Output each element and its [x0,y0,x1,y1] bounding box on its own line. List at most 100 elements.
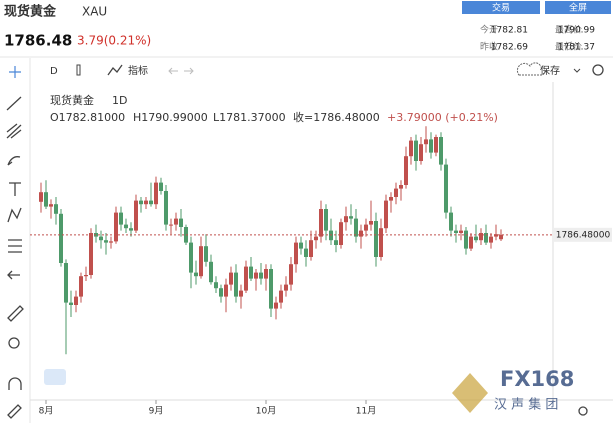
candle-body [444,164,448,213]
candle-body [454,230,458,233]
candle-body [189,242,193,273]
price-change: 3.79(0.21%) [77,34,151,48]
candle-body [154,182,158,205]
save-dropdown[interactable] [573,68,581,73]
candle-body [134,200,138,231]
candle-body [319,209,323,237]
save-button[interactable]: 保存 [540,64,560,77]
stat-label: 最低价 [555,41,582,53]
lock-tool[interactable] [7,404,22,419]
back-tool[interactable] [7,270,20,280]
trade-button-label[interactable]: 交易 [492,2,510,14]
candle-body [129,228,133,231]
candle-body [219,288,223,297]
candle-body [244,266,248,291]
candle-body [54,204,58,214]
pattern-tool[interactable] [7,207,22,223]
fib-tool[interactable] [6,123,22,139]
candle-body [474,236,478,241]
candle-body [499,234,503,240]
brush-tool[interactable] [7,156,21,166]
candle-body [299,242,303,249]
candle-body [254,272,258,279]
candle-body [464,230,468,249]
x-tick-label: 11月 [356,406,376,417]
chart-interval: 1D [112,94,127,107]
indicators-button[interactable]: 指标 [128,64,148,77]
zoom-tool[interactable] [8,337,20,349]
candle-body [249,266,253,279]
candle-body [89,233,93,275]
candle-type-icon[interactable] [76,64,81,76]
stat-label: 最高价 [555,24,582,36]
candle-body [114,212,118,242]
candle-body [439,137,443,165]
candles [39,126,503,355]
candle-body [164,191,168,225]
candle-body [364,224,368,231]
candle-body [429,139,433,153]
settings-icon[interactable] [592,64,604,76]
candle-body [434,137,438,153]
ohlc-value: L1781.37000 [213,111,286,124]
candle-body [84,275,88,277]
candle-body [449,212,453,231]
candle-body [259,272,263,279]
candle-body [314,236,318,241]
watermark-logo [452,373,488,413]
candle-body [284,284,288,291]
candle-body [374,221,378,257]
last-price: 1786.48 [4,32,72,50]
magnet-tool[interactable] [8,377,22,390]
ruler-tool[interactable] [7,305,24,322]
fullscreen-button[interactable] [545,1,611,14]
candle-body [209,261,213,283]
candle-body [174,218,178,225]
candle-body [294,242,298,265]
crosshair-tool[interactable] [9,66,21,78]
ohlc-value: +3.79000 (+0.21%) [387,111,498,124]
candle-body [239,290,243,297]
candle-body [274,302,278,309]
candle-body [344,216,348,223]
ohlc-value: 收=1786.48000 [293,110,380,124]
candle-body [269,269,273,309]
x-tick-label: 10月 [256,406,276,417]
cloud-icon[interactable] [516,62,546,76]
candle-body [494,234,498,237]
stat-label: 今开 [480,24,498,36]
axis-settings[interactable] [578,406,588,416]
x-tick-label: 8月 [39,406,54,417]
measure-tool[interactable] [8,239,22,253]
candle-body [144,200,148,205]
candle-body [324,209,328,231]
undo-redo[interactable] [168,67,194,75]
candle-body [64,263,68,303]
candle-body [349,216,353,219]
candle-body [279,290,283,303]
candle-body [309,240,313,257]
x-tick-label: 9月 [149,406,164,417]
fullscreen-button-label[interactable]: 全屏 [569,2,587,14]
candle-body [389,197,393,201]
trade-button[interactable] [462,1,540,14]
candle-body [354,218,358,237]
candle-body [39,192,43,202]
candle-body [399,185,403,189]
line-tool[interactable] [6,96,22,111]
candle-body [49,204,53,207]
candle-body [74,296,78,305]
text-tool[interactable] [9,182,21,196]
stat-value: 1782.81 [491,26,528,36]
candle-body [194,272,198,277]
candle-body [159,182,163,191]
candle-body [424,139,428,145]
candle-body [484,233,488,243]
instrument-symbol: XAU [82,5,107,19]
candle-body [419,144,423,161]
ohlc-legend: O1782.81000 H1790.99000 L1781.37000 收=1786.… [50,110,498,124]
indicator-icon[interactable] [107,64,123,76]
interval-button[interactable]: D [50,66,58,77]
ohlc-value: H1790.99000 [133,111,208,124]
candle-body [329,230,333,241]
